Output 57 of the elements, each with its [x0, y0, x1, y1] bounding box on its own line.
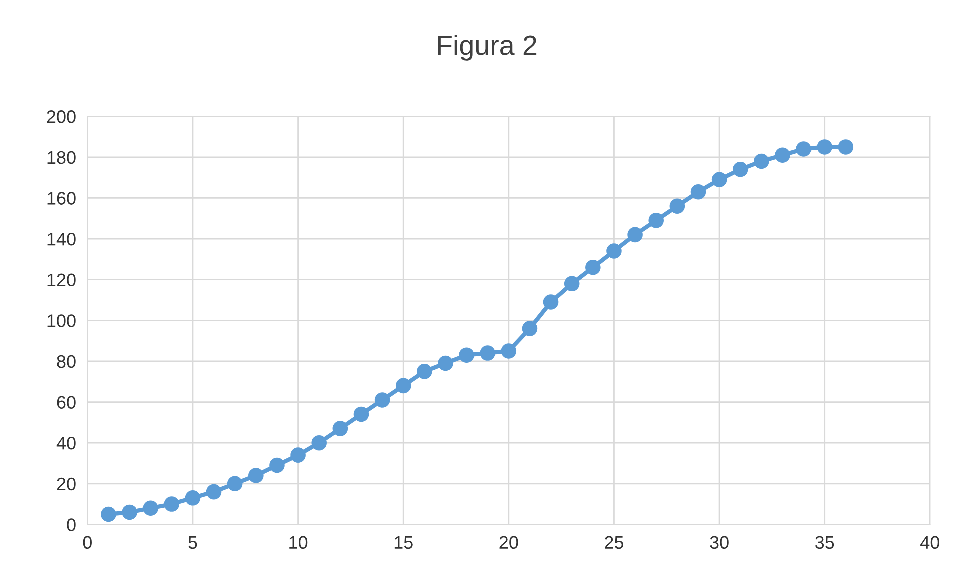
point [312, 435, 327, 451]
point [270, 458, 285, 474]
point [206, 484, 222, 500]
point [670, 198, 686, 214]
x-tick-label: 15 [394, 536, 413, 550]
y-tick-label: 200 [47, 110, 76, 124]
point [712, 172, 728, 188]
x-tick-label: 20 [500, 536, 518, 550]
point [522, 321, 538, 336]
point [417, 364, 432, 380]
y-tick-label: 0 [67, 518, 76, 532]
point [796, 142, 812, 157]
point [754, 154, 770, 170]
x-tick-label: 30 [710, 536, 729, 550]
point [606, 244, 622, 259]
x-tick-label: 40 [920, 536, 940, 550]
x-tick-label: 0 [83, 536, 92, 550]
point [374, 392, 390, 408]
point [248, 468, 264, 484]
point [690, 184, 706, 200]
point [459, 348, 474, 363]
point [501, 344, 517, 359]
point [227, 476, 243, 492]
point [164, 496, 180, 512]
y-tick-label: 20 [57, 478, 76, 491]
y-tick-label: 80 [57, 355, 76, 368]
y-tick-label: 60 [57, 396, 76, 409]
point [354, 406, 370, 422]
point [480, 346, 496, 361]
point [543, 294, 559, 310]
point [438, 356, 454, 372]
x-tick-label: 35 [816, 536, 834, 550]
point [628, 227, 643, 243]
y-tick-label: 40 [56, 437, 76, 450]
point [564, 276, 580, 292]
point [648, 213, 664, 228]
point [101, 506, 116, 522]
point [838, 140, 854, 155]
point [586, 260, 601, 276]
x-tick-label: 10 [290, 536, 308, 550]
point [185, 490, 201, 506]
point [332, 421, 348, 436]
chart-title: Figura 2 [438, 34, 537, 61]
point [122, 504, 138, 520]
y-tick-label: 120 [48, 274, 76, 287]
point [732, 162, 748, 178]
point [143, 500, 158, 516]
y-tick-label: 180 [48, 151, 76, 164]
x-tick-label: 25 [605, 536, 624, 550]
point [817, 140, 832, 155]
point [290, 448, 306, 463]
y-tick-label: 140 [48, 232, 76, 246]
point [775, 148, 790, 164]
y-tick-label: 160 [48, 192, 76, 205]
x-tick-label: 5 [188, 536, 198, 550]
y-tick-label: 100 [48, 314, 76, 328]
point [396, 378, 412, 394]
